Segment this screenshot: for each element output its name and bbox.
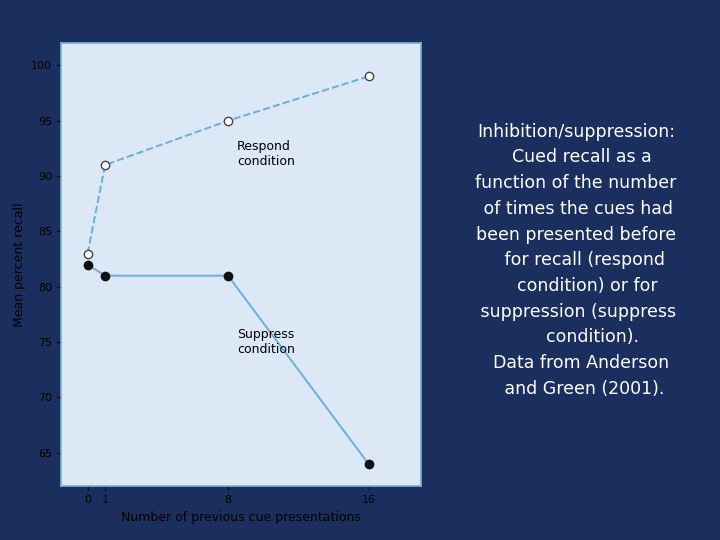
Y-axis label: Mean percent recall: Mean percent recall xyxy=(13,202,26,327)
X-axis label: Number of previous cue presentations: Number of previous cue presentations xyxy=(121,511,361,524)
Text: Inhibition/suppression:
  Cued recall as a
function of the number
 of times the : Inhibition/suppression: Cued recall as a… xyxy=(475,123,677,398)
Text: Respond
condition: Respond condition xyxy=(237,140,294,168)
Text: Suppress
condition: Suppress condition xyxy=(237,328,294,356)
